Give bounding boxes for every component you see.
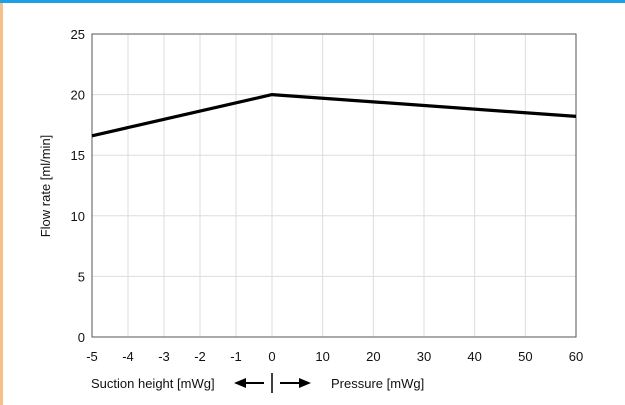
- x-tick-label: -5: [86, 349, 98, 364]
- right-arrow-icon: [280, 378, 311, 388]
- x-tick-label: 60: [569, 349, 583, 364]
- y-axis-label: Flow rate [ml/min]: [38, 135, 53, 238]
- series-line: [91, 92, 577, 138]
- x-tick-label: 40: [467, 349, 481, 364]
- left-arrow-icon: [234, 378, 264, 388]
- y-tick-label: 0: [78, 330, 85, 345]
- grid: [92, 34, 576, 337]
- x-tick-label: 50: [518, 349, 532, 364]
- y-tick-label: 20: [71, 88, 85, 103]
- y-tick-label: 10: [71, 209, 85, 224]
- y-tick-label: 15: [71, 148, 85, 163]
- x-tick-label: -2: [194, 349, 206, 364]
- plot-frame: [91, 33, 577, 338]
- x-tick-label: 10: [315, 349, 329, 364]
- x-tick-label: 0: [268, 349, 275, 364]
- top-accent-border: [0, 0, 625, 3]
- x-tick-label: -4: [122, 349, 134, 364]
- x-tick-label: -3: [158, 349, 170, 364]
- x-axis-label-pressure: Pressure [mWg]: [331, 376, 424, 391]
- tick-labels: -5 -4 -3 -2 -1 0 10 20 30 40 50 60 0 5 10 15 20 25: [71, 27, 584, 364]
- y-tick-label: 5: [78, 269, 85, 284]
- x-tick-label: 30: [417, 349, 431, 364]
- x-tick-label: 20: [366, 349, 380, 364]
- x-axis-label-suction: Suction height [mWg]: [91, 376, 215, 391]
- series-group: [91, 92, 577, 138]
- y-tick-label: 25: [71, 27, 85, 42]
- left-accent-border: [0, 3, 3, 405]
- x-tick-label: -1: [230, 349, 242, 364]
